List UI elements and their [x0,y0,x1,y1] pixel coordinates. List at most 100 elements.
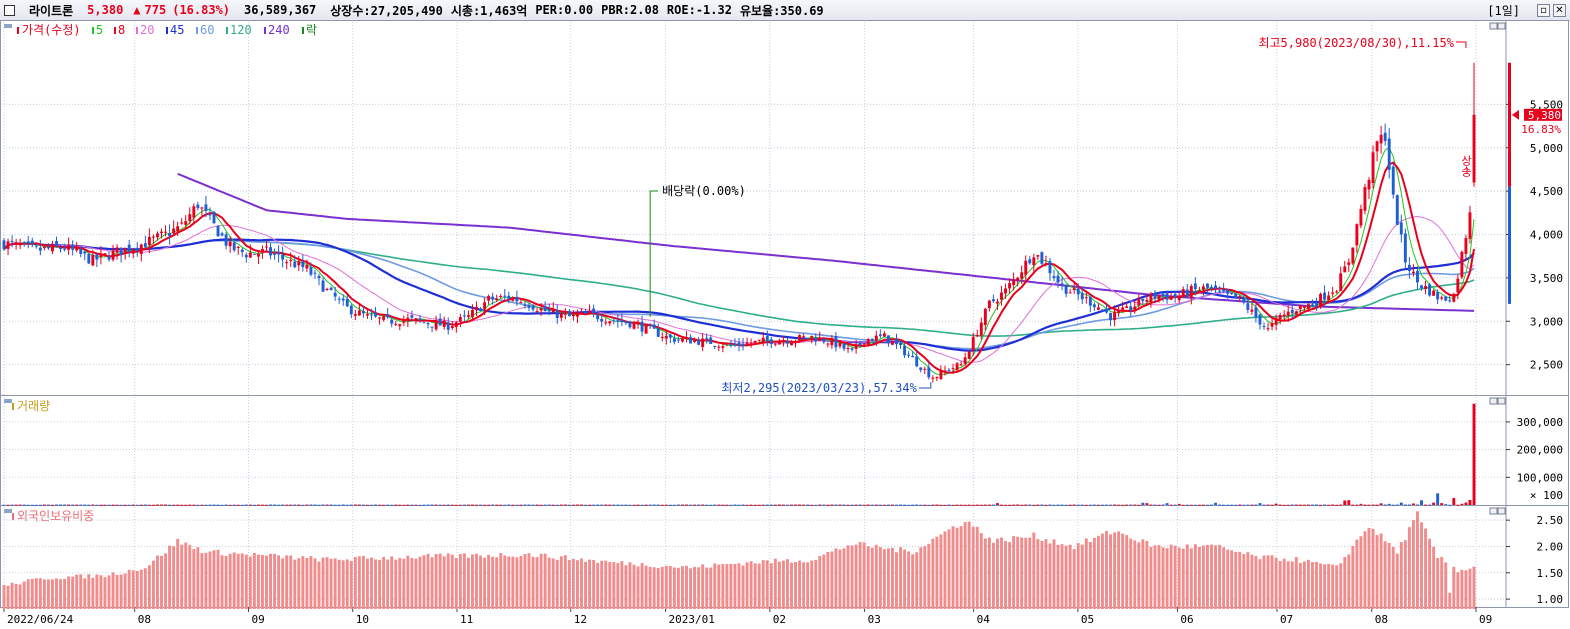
foreign-bar [1331,564,1335,609]
volume-bar [588,504,592,506]
candle-body [721,346,725,348]
volume-panel-maximize-button[interactable] [1497,397,1506,405]
foreign-bar [160,555,163,609]
candle-body [1197,290,1201,292]
foreign-bar [543,553,547,609]
candle-body [67,244,71,250]
volume-bar [487,504,491,506]
price-panel-minimize-button[interactable] [1489,22,1498,30]
foreign-bar [487,554,491,609]
volume-bar [959,504,963,506]
foreign-bar [410,557,414,609]
foreign-bar [1076,543,1080,609]
candle-body [370,314,373,316]
volume-bar [22,504,26,506]
foreign-bar [503,555,507,609]
foreign-bar [672,567,676,609]
period-selector[interactable]: [1일] [1487,4,1520,18]
candle-body [878,334,882,336]
foreign-bar [99,575,103,609]
volume-bar [576,504,579,506]
foreign-panel-maximize-button[interactable] [1497,507,1506,515]
volume-bar [604,504,608,506]
volume-bar [794,504,797,506]
volume-bar [83,504,87,506]
foreign-panel-minimize-button[interactable] [1489,507,1498,515]
volume-bar [107,504,111,506]
foreign-bar [903,549,907,609]
candle-body [1440,297,1444,299]
price-panel-menu-icon[interactable] [4,24,12,28]
foreign-bar [584,561,587,609]
volume-bar [1222,504,1226,506]
foreign-bar [361,555,365,609]
candle-body [979,322,983,336]
candle-body [1335,291,1339,293]
volume-bar [135,504,139,506]
candle-body [1181,289,1185,296]
price-panel-maximize-button[interactable] [1497,22,1506,30]
foreign-bar [571,558,575,609]
volume-panel-menu-icon[interactable] [4,399,12,403]
volume-bar [1201,504,1205,506]
volume-panel-minimize-button[interactable] [1489,397,1498,405]
candle-body [1012,279,1016,286]
candle-body [608,321,612,324]
candle-body [604,322,608,324]
foreign-bar [899,547,902,609]
candle-body [301,261,305,268]
foreign-bar [1258,559,1262,609]
foreign-bar [1008,542,1012,609]
volume-bar [612,504,616,506]
foreign-bar [878,547,882,609]
foreign-bar [1153,545,1157,609]
candle-body [261,249,264,252]
foreign-bar [1080,544,1084,609]
foreign-bar [127,569,131,609]
volume-bar [580,504,583,506]
volume-bar [886,504,890,506]
maximize-button[interactable]: ▫ [1537,4,1550,17]
volume-bar [838,504,842,506]
close-button[interactable]: ✕ [1553,4,1566,17]
foreign-bar [676,567,680,609]
volume-bar [503,504,507,506]
foreign-bar [103,577,107,609]
candle-body [624,321,628,324]
volume-bar [1193,504,1197,506]
volume-bar [265,504,268,506]
candle-body [1355,224,1359,246]
price-pointer-icon [1512,109,1519,120]
foreign-bar [2,584,6,609]
foreign-bar [757,563,761,609]
candle-body [188,214,192,222]
foreign-bar [1000,537,1003,609]
foreign-bar [507,556,511,609]
candle-body [693,340,697,342]
candle-body [160,231,163,233]
foreign-bar [717,564,721,609]
volume-panel-title: 거래량 [17,399,50,413]
candle-body [652,324,656,329]
volume-bar [30,504,34,506]
candle-body [293,261,297,268]
foreign-bar [1036,539,1040,609]
volume-bar [325,504,329,506]
foreign-bar [30,578,34,609]
volume-bar [1105,504,1108,506]
candle-body [1169,296,1173,300]
candle-body [1141,298,1145,302]
foreign-bar [192,549,196,609]
select-checkbox[interactable] [4,4,15,16]
foreign-bar [701,564,705,609]
volume-bar [1145,503,1149,505]
candle-body [886,335,890,344]
candle-body [131,249,135,254]
volume-bar [228,504,232,506]
foreign-bar [309,556,313,609]
candle-body [975,335,979,337]
legend-swatch [264,27,266,34]
foreign-panel-menu-icon[interactable] [4,509,12,513]
volume-bar [382,504,386,506]
